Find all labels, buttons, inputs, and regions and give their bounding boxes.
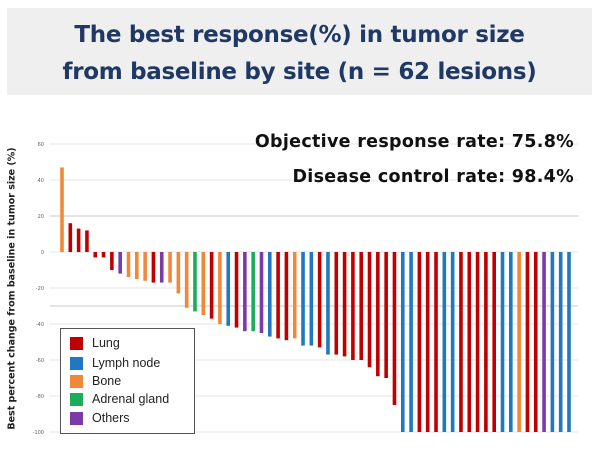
bar xyxy=(201,252,206,315)
legend-swatch xyxy=(70,336,83,350)
bar xyxy=(76,228,81,252)
legend-item: Lymph node xyxy=(70,355,160,371)
bar xyxy=(284,252,289,341)
bar xyxy=(267,252,272,337)
y-axis-label: Best percent change from baseline in tum… xyxy=(6,147,18,430)
bar xyxy=(359,252,364,360)
bar xyxy=(243,252,247,332)
bar xyxy=(400,252,405,432)
bar xyxy=(500,252,505,432)
bar xyxy=(93,252,98,258)
bar xyxy=(184,252,189,308)
bar xyxy=(425,252,430,432)
bar xyxy=(392,252,397,405)
bar xyxy=(176,252,181,294)
y-tick-label: -60 xyxy=(36,358,44,364)
legend-item: Bone xyxy=(70,373,121,389)
bar xyxy=(276,252,280,339)
y-tick-label: -40 xyxy=(36,322,44,328)
bar xyxy=(509,252,513,432)
objective-response-rate: Objective response rate: 75.8% xyxy=(254,132,574,152)
chart-title-line2: from baseline by site (n = 62 lesions) xyxy=(62,59,537,85)
bar xyxy=(159,252,164,283)
bar xyxy=(209,252,214,319)
bar xyxy=(168,252,172,283)
bar xyxy=(135,252,139,279)
y-tick-label: -80 xyxy=(36,394,44,400)
title-banner: The best response(%) in tumor size from … xyxy=(7,8,592,95)
bar xyxy=(434,252,438,432)
bar xyxy=(367,252,372,368)
bar xyxy=(517,252,521,432)
legend-swatch xyxy=(70,374,83,388)
y-tick-label: 40 xyxy=(38,178,44,184)
y-tick-label: 60 xyxy=(38,142,44,148)
bar xyxy=(126,252,131,278)
bar xyxy=(151,252,156,283)
legend: Lung Lymph node Bone Adrenal gland Others xyxy=(60,328,195,434)
bar xyxy=(317,252,322,348)
bar xyxy=(484,252,488,432)
legend-label: Bone xyxy=(92,374,122,388)
chart-title-line1: The best response(%) in tumor size xyxy=(74,22,525,48)
y-tick-label: -100 xyxy=(33,430,44,436)
legend-swatch xyxy=(70,356,83,370)
bar xyxy=(326,252,330,355)
disease-control-rate: Disease control rate: 98.4% xyxy=(292,167,574,187)
legend-item: Adrenal gland xyxy=(70,391,169,407)
legend-label: Lymph node xyxy=(92,356,161,370)
bar xyxy=(351,252,355,360)
bar xyxy=(101,252,106,258)
bar xyxy=(567,252,571,432)
bar xyxy=(542,252,546,432)
bar xyxy=(309,252,314,346)
legend-label: Lung xyxy=(92,336,120,350)
bar xyxy=(226,252,231,326)
bar xyxy=(292,252,297,339)
bar xyxy=(459,252,463,432)
y-tick-label: 0 xyxy=(41,250,44,256)
bar xyxy=(301,252,305,346)
bar xyxy=(475,252,480,432)
bar xyxy=(251,252,255,332)
bar xyxy=(533,252,538,432)
bar xyxy=(110,252,114,270)
legend-label: Adrenal gland xyxy=(92,392,170,406)
bar xyxy=(85,230,89,252)
bar xyxy=(259,252,264,333)
bar xyxy=(118,252,122,274)
bar xyxy=(492,252,496,432)
bar xyxy=(417,252,422,432)
bar xyxy=(550,252,555,432)
bar xyxy=(525,252,530,432)
legend-item: Others xyxy=(70,410,130,426)
bar xyxy=(193,252,197,312)
bar xyxy=(376,252,380,377)
bar xyxy=(334,252,339,355)
bar xyxy=(60,167,64,252)
bar xyxy=(558,252,563,432)
bar xyxy=(234,252,239,328)
bar xyxy=(342,252,347,357)
bar xyxy=(68,223,73,252)
legend-swatch xyxy=(70,411,83,425)
bar xyxy=(409,252,413,432)
legend-swatch xyxy=(70,392,83,406)
y-tick-label: -20 xyxy=(36,286,44,292)
bar xyxy=(143,252,147,281)
legend-label: Others xyxy=(92,411,130,425)
bar xyxy=(442,252,447,432)
bar xyxy=(384,252,388,378)
bar xyxy=(467,252,472,432)
y-tick-label: 20 xyxy=(38,214,44,220)
legend-item: Lung xyxy=(70,335,120,351)
bar xyxy=(450,252,455,432)
bar xyxy=(218,252,222,324)
